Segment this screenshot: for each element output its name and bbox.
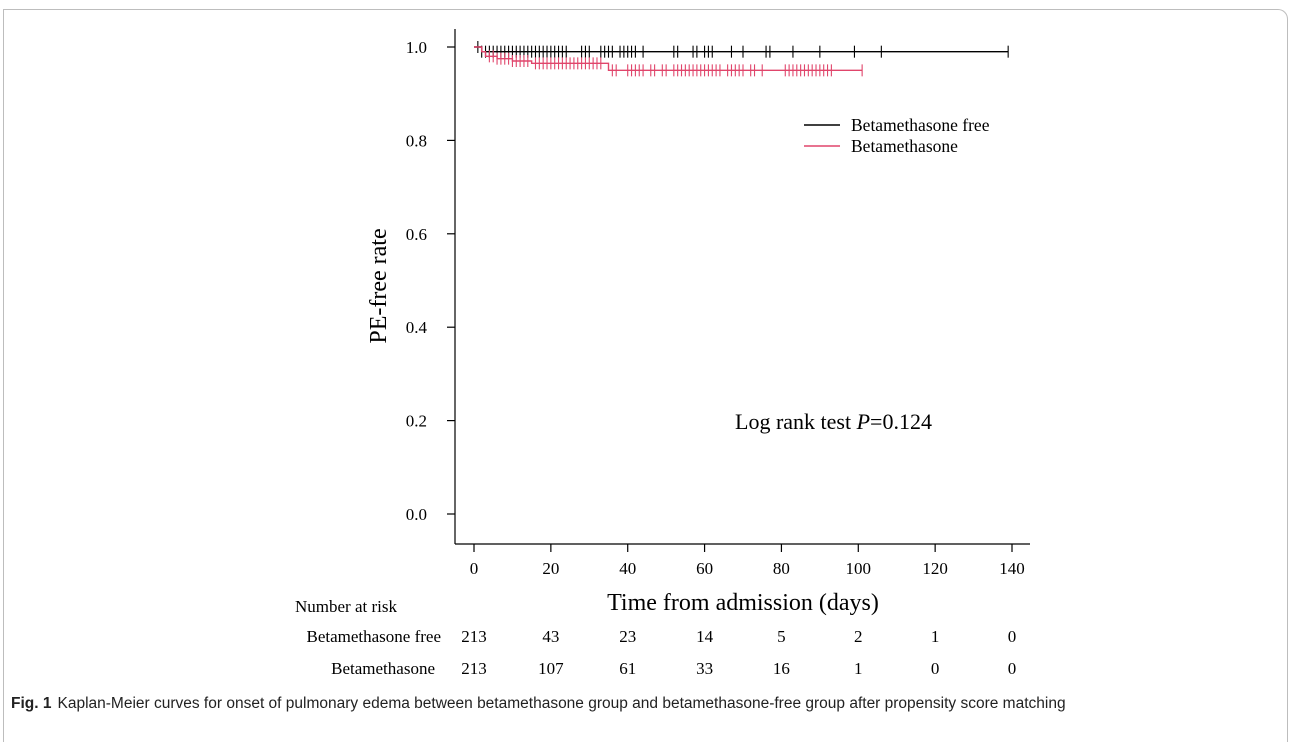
x-tick-label: 40 xyxy=(619,559,636,578)
risk-value: 14 xyxy=(696,627,714,646)
series-layer xyxy=(474,41,1009,77)
risk-value: 1 xyxy=(854,659,863,678)
risk-table: Number at risk Betamethasone free Betame… xyxy=(295,597,1016,678)
x-axis: 0 20 40 60 80 100 120 140 xyxy=(455,543,1030,578)
legend: Betamethasone free Betamethasone xyxy=(804,115,990,156)
x-tick-label: 0 xyxy=(470,559,479,578)
y-tick-label: 0.6 xyxy=(406,225,427,244)
y-tick-label: 0.4 xyxy=(406,318,428,337)
risk-value: 2 xyxy=(854,627,863,646)
risk-value: 5 xyxy=(777,627,786,646)
risk-value: 23 xyxy=(619,627,636,646)
x-tick-label: 80 xyxy=(773,559,790,578)
x-tick-label: 140 xyxy=(999,559,1025,578)
y-tick-label: 0.2 xyxy=(406,412,427,431)
risk-value: 213 xyxy=(461,627,487,646)
x-tick-label: 60 xyxy=(696,559,713,578)
risk-row-label-betamethasone-free: Betamethasone free xyxy=(306,627,441,646)
km-chart: 0.00.20.40.60.81.0 0 20 40 60 80 100 120 140 PE… xyxy=(295,29,1030,678)
x-tick-label: 20 xyxy=(542,559,559,578)
figure-label: Fig. 1 xyxy=(11,695,52,712)
log-rank-annotation: Log rank test P=0.124 xyxy=(735,409,932,434)
y-tick-label: 1.0 xyxy=(406,38,427,57)
risk-table-header: Number at risk xyxy=(295,597,397,616)
risk-row-label-betamethasone: Betamethasone xyxy=(331,659,435,678)
figure-caption: Fig. 1 Kaplan-Meier curves for onset of p… xyxy=(11,692,1281,715)
risk-value: 107 xyxy=(538,659,564,678)
legend-label-betamethasone: Betamethasone xyxy=(851,136,958,156)
risk-value: 0 xyxy=(1008,659,1017,678)
risk-value: 61 xyxy=(619,659,636,678)
risk-value: 0 xyxy=(1008,627,1017,646)
risk-value: 0 xyxy=(931,659,940,678)
figure-frame xyxy=(3,9,1288,742)
y-tick-label: 0.0 xyxy=(406,505,427,524)
x-tick-label: 120 xyxy=(922,559,948,578)
figure-caption-text: Kaplan-Meier curves for onset of pulmona… xyxy=(57,695,1066,712)
y-axis-label: PE-free rate xyxy=(366,228,392,343)
km-curve-betamethasone xyxy=(474,46,863,72)
legend-label-betamethasone-free: Betamethasone free xyxy=(851,115,990,135)
km-curve-betamethasone-free xyxy=(474,46,1009,53)
risk-value: 16 xyxy=(773,659,790,678)
risk-value: 33 xyxy=(696,659,713,678)
x-axis-label: Time from admission (days) xyxy=(607,590,879,616)
y-tick-label: 0.8 xyxy=(406,131,427,150)
risk-value: 1 xyxy=(931,627,940,646)
risk-value: 213 xyxy=(461,659,487,678)
y-axis: 0.0 0.2 0.4 0.6 0.8 1.0 xyxy=(406,29,456,544)
risk-value: 43 xyxy=(542,627,559,646)
x-tick-label: 100 xyxy=(846,559,872,578)
